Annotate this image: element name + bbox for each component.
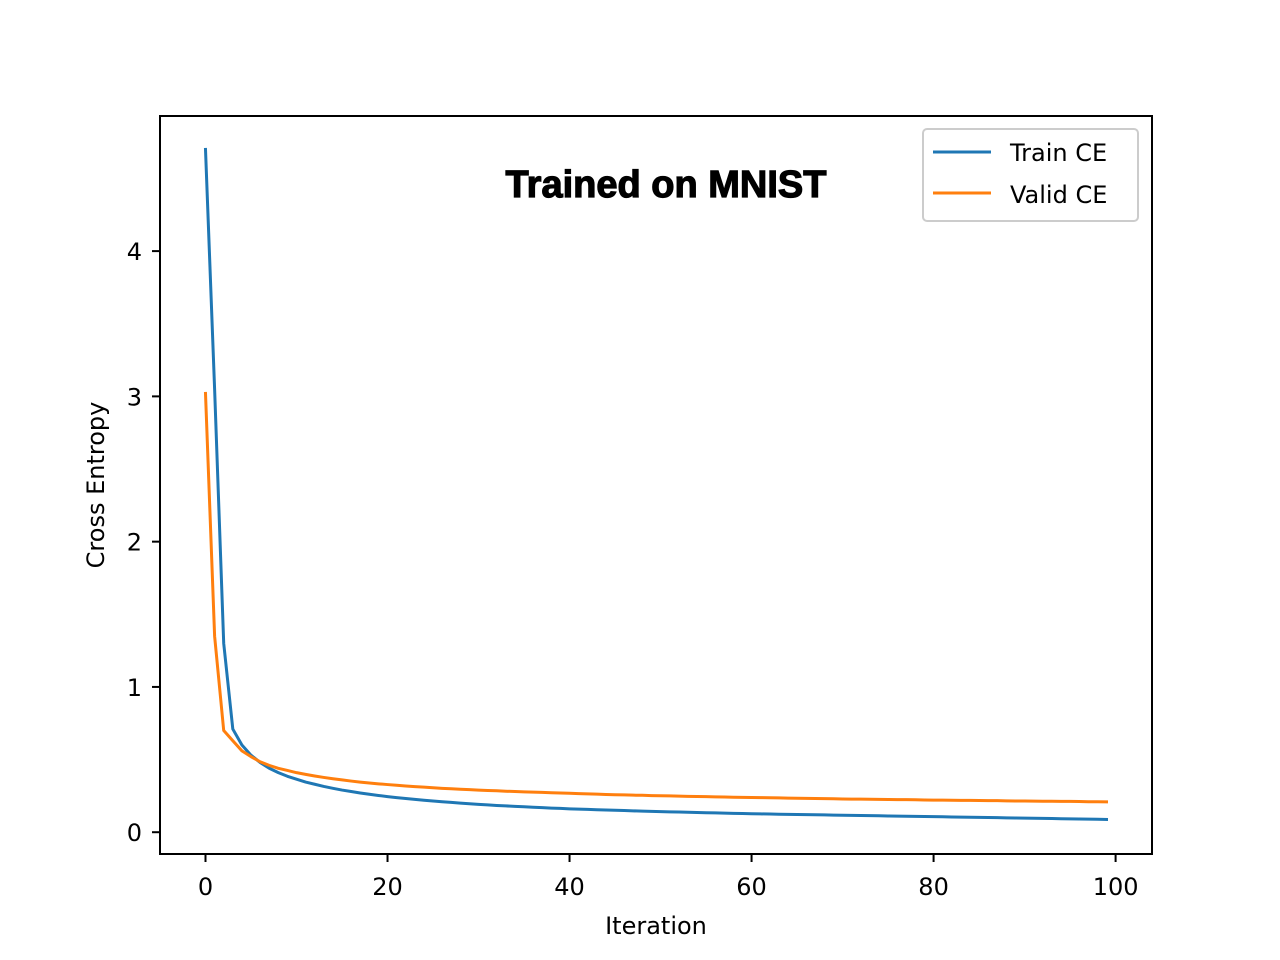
x-tick-label: 0 <box>198 873 213 901</box>
y-tick-label: 0 <box>127 819 142 847</box>
x-tick-label: 60 <box>736 873 767 901</box>
series-line-train-ce <box>203 147 1109 821</box>
legend-label-train-ce: Train CE <box>1009 139 1107 167</box>
x-tick-label: 20 <box>372 873 403 901</box>
x-tick-label: 40 <box>554 873 585 901</box>
legend-label-valid-ce: Valid CE <box>1010 181 1107 209</box>
y-tick-label: 1 <box>127 674 142 702</box>
y-axis-label: Cross Entropy <box>82 402 110 569</box>
legend: Train CE Valid CE <box>922 128 1139 222</box>
ticks-layer: 0 20 40 60 80 100 0 1 2 3 4 <box>127 238 1139 901</box>
y-tick-label: 3 <box>127 383 142 411</box>
x-tick-label: 80 <box>918 873 949 901</box>
chart-title: Trained on MNIST <box>506 164 827 206</box>
y-tick-label: 4 <box>127 238 142 266</box>
x-tick-label: 100 <box>1093 873 1139 901</box>
plot-area-frame <box>159 115 1153 855</box>
series-line-valid-ce <box>203 391 1109 804</box>
series-layer <box>203 147 1109 821</box>
x-axis-label: Iteration <box>605 912 707 940</box>
y-tick-label: 2 <box>127 529 142 557</box>
